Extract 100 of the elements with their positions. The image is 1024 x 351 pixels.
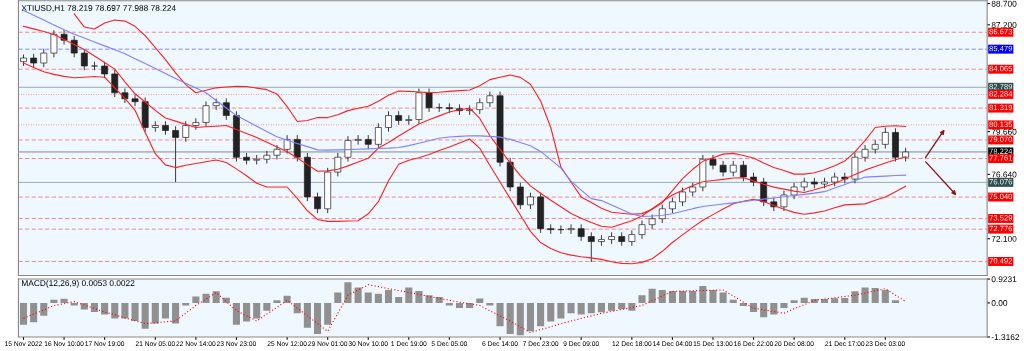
bar (861, 287, 869, 303)
bar (121, 302, 129, 319)
candlestick (881, 127, 889, 150)
candlestick (638, 219, 646, 240)
candlestick (212, 97, 220, 111)
bar (658, 289, 666, 303)
bar (496, 302, 504, 327)
candlestick (587, 231, 595, 263)
bar (547, 302, 555, 322)
y-tick-label: 72.100 (991, 235, 1017, 242)
bar (668, 291, 676, 303)
bar (50, 299, 58, 303)
bar (212, 291, 220, 303)
bar (425, 295, 433, 303)
bar (709, 289, 717, 303)
bar (486, 302, 494, 306)
bar (435, 296, 443, 303)
y-tick-label: 76.640 (991, 171, 1017, 178)
bar (131, 302, 139, 322)
bar (161, 302, 169, 319)
y-tick-label: 0.9231 (991, 276, 1017, 283)
bar (648, 288, 656, 303)
bar (182, 302, 190, 306)
bar (263, 302, 271, 311)
bar (628, 302, 636, 311)
candlestick (273, 144, 281, 160)
bar (283, 295, 291, 303)
candlestick (374, 122, 382, 150)
bar (151, 302, 159, 324)
bar (820, 299, 829, 303)
candlestick (202, 100, 210, 128)
bar (780, 302, 788, 309)
candlestick (80, 48, 88, 71)
bar (364, 292, 372, 303)
candlestick (111, 69, 119, 98)
candlestick (851, 152, 859, 184)
chart-title: XTIUSD,H1 78.219 78.697 77.988 78.224 (21, 5, 176, 12)
bar (232, 302, 240, 325)
bar (800, 297, 808, 303)
candlestick (354, 134, 362, 146)
bar (455, 302, 464, 309)
y-tick-label: 88.700 (991, 0, 1017, 7)
candlestick (679, 187, 686, 207)
candlestick (567, 223, 575, 235)
bar (415, 291, 423, 303)
bar (70, 302, 78, 306)
bar (891, 300, 900, 303)
bar (679, 291, 687, 303)
bar (699, 286, 707, 303)
candlestick (222, 97, 230, 121)
y-tick-label: 0.00 (991, 300, 1008, 307)
chart-title: MACD(12,26,9) 0.0053 0.0022 (22, 279, 135, 288)
bar (577, 302, 585, 315)
bar (618, 302, 626, 310)
bar (313, 302, 322, 334)
bar (526, 302, 535, 332)
candlestick (172, 125, 179, 183)
bar (851, 291, 859, 303)
bar (40, 302, 48, 316)
candlestick (425, 88, 433, 113)
bar (567, 302, 575, 314)
bar (790, 300, 798, 303)
bar (384, 289, 393, 303)
bar (831, 298, 839, 303)
candlestick (385, 110, 392, 133)
bar (719, 292, 727, 303)
bar (395, 296, 403, 303)
bar (841, 298, 849, 303)
candlestick (293, 134, 301, 162)
bar (374, 293, 382, 303)
bar (344, 282, 352, 303)
candlestick (40, 48, 48, 68)
bar (445, 302, 453, 306)
candlestick (740, 160, 747, 182)
bar (90, 302, 99, 312)
bar (476, 298, 484, 303)
candlestick (719, 160, 727, 177)
bar (60, 298, 68, 303)
candlestick (50, 29, 58, 58)
bar (273, 300, 281, 303)
bar (871, 287, 879, 303)
bar (608, 302, 616, 311)
candlestick (516, 182, 524, 210)
bar (506, 302, 514, 334)
bar (597, 302, 605, 313)
bar (192, 296, 200, 303)
candlestick (344, 135, 352, 162)
bar (881, 289, 889, 303)
bar (293, 302, 301, 314)
bar (202, 293, 210, 303)
y-tick-label: -1.3162 (991, 334, 1020, 341)
bar (689, 291, 697, 303)
bar (638, 295, 646, 303)
candlestick (192, 117, 200, 131)
candlestick (131, 94, 139, 107)
bar (172, 302, 180, 324)
bar (334, 292, 342, 303)
bar (587, 302, 595, 314)
bar (243, 302, 251, 322)
bar (303, 302, 311, 328)
